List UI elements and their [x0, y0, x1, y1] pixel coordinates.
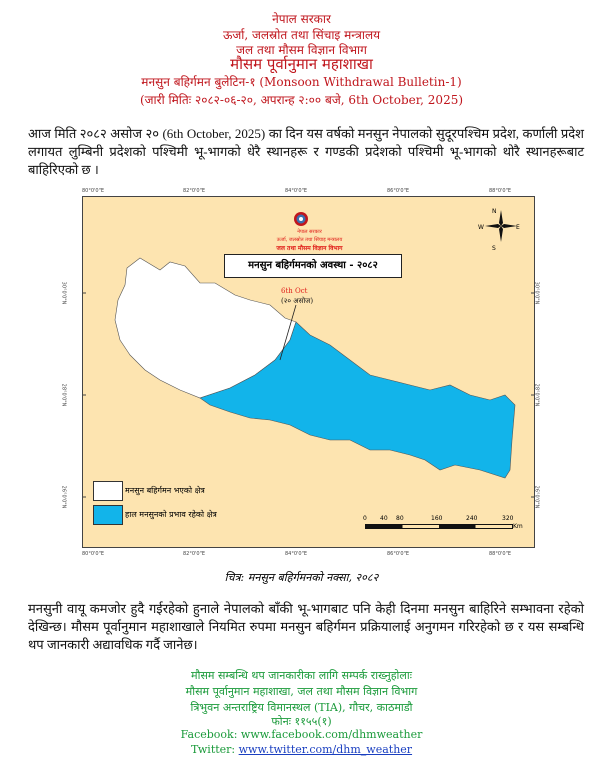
nepal-map-svg — [82, 210, 535, 498]
scale-label: 40 — [380, 515, 388, 522]
annotation-date: 6th Oct — [281, 287, 308, 295]
footer-division: मौसम पूर्वानुमान महाशाखा, जल तथा मौसम वि… — [185, 685, 418, 698]
map-logo-line1: नेपाल सरकार — [297, 229, 322, 235]
lon-tick-top: 86°0'0"E — [387, 188, 410, 194]
lon-tick-top: 88°0'0"E — [489, 188, 512, 194]
active-monsoon-region — [199, 321, 516, 479]
footer-address: त्रिभुवन अन्तराष्ट्रिय विमानस्थल (TIA), … — [190, 701, 413, 714]
lon-tick-bottom: 88°0'0"E — [489, 551, 512, 557]
annotation-nepali-date: (२० असोज) — [281, 297, 314, 305]
scale-bar: 0 40 80 160 240 320 Km — [363, 515, 523, 535]
issue-date: (जारी मितिः २०८२-०६-२०, अपरान्ह २:०० बजे… — [139, 93, 464, 107]
monsoon-withdrawal-map: नेपाल सरकार ऊर्जा, जलस्रोत तथा सिंचाइ मन… — [82, 196, 535, 548]
lat-tick-left: 30°0'0"N — [60, 281, 67, 305]
compass-n: N — [492, 208, 497, 215]
map-logo-line2: ऊर्जा, जलस्रोत तथा सिंचाइ मन्त्रालय — [276, 237, 343, 243]
footer-phone: फोनः ११५५(१) — [271, 715, 332, 728]
twitter-label: Twitter: — [190, 743, 236, 756]
body-paragraph: मनसुनी वायू कमजोर हुदै गईरहेको हुनाले ने… — [28, 601, 584, 652]
annotation-leader-line — [279, 304, 297, 361]
map-title: मनसुन बहिर्गमनको अवस्था - २०८२ — [224, 254, 402, 278]
header-government: नेपाल सरकार — [272, 12, 331, 26]
header-division: मौसम पूर्वानुमान महाशाखा — [230, 55, 373, 73]
lon-tick-top: 84°0'0"E — [285, 188, 308, 194]
scale-unit: Km — [513, 523, 523, 530]
facebook-link[interactable]: www.facebook.com/dhmweather — [240, 728, 423, 741]
facebook-label: Facebook: — [180, 728, 238, 741]
legend-swatch-withdrawn — [93, 481, 123, 501]
scale-label: 0 — [363, 515, 367, 522]
compass-w: W — [478, 224, 484, 231]
map-caption: चित्र: मनसुन बहिर्गमनको नक्सा, २०८२ — [224, 571, 379, 584]
lat-tick-left: 28°0'0"N — [60, 383, 67, 407]
legend-label-withdrawn: मनसुन बहिर्गमन भएको क्षेत्र — [125, 486, 205, 495]
scale-label: 240 — [466, 515, 478, 522]
emblem-icon — [294, 212, 308, 226]
map-logo-line3: जल तथा मौसम विज्ञान विभाग — [276, 245, 343, 252]
legend-label-active: हाल मनसुनको प्रभाव रहेको क्षेत्र — [125, 510, 217, 519]
footer-facebook: Facebook: www.facebook.com/dhmweather — [0, 728, 603, 741]
legend-swatch-active — [93, 505, 123, 525]
bulletin-title: मनसुन बहिर्गमन बुलेटिन-१ (Monsoon Withdr… — [141, 75, 462, 89]
compass-s: S — [492, 245, 496, 252]
lat-tick-left: 26°0'0"N — [60, 485, 67, 509]
scale-label: 320 — [502, 515, 514, 522]
compass-e: E — [516, 224, 520, 231]
lon-tick-bottom: 82°0'0"E — [183, 551, 206, 557]
lat-ticks — [82, 292, 535, 498]
compass-icon — [485, 210, 517, 242]
header-ministry: ऊर्जा, जलस्रोत तथा सिंचाइ मन्त्रालय — [222, 28, 381, 42]
twitter-link[interactable]: www.twitter.com/dhm_weather — [238, 743, 413, 756]
lon-tick-bottom: 84°0'0"E — [285, 551, 308, 557]
header-department: जल तथा मौसम विज्ञान विभाग — [236, 43, 367, 57]
footer-contact-intro: मौसम सम्बन्धि थप जानकारीका लागि सम्पर्क … — [191, 669, 412, 682]
lon-tick-bottom: 86°0'0"E — [387, 551, 410, 557]
scale-label: 160 — [431, 515, 443, 522]
intro-paragraph: आज मिति २०८२ असोज २० (6th October, 2025)… — [28, 126, 584, 177]
lon-tick-top: 80°0'0"E — [82, 188, 105, 194]
footer-twitter: Twitter: www.twitter.com/dhm_weather — [0, 743, 603, 756]
lon-tick-top: 82°0'0"E — [183, 188, 206, 194]
scale-label: 80 — [396, 515, 404, 522]
lon-tick-bottom: 80°0'0"E — [82, 551, 105, 557]
